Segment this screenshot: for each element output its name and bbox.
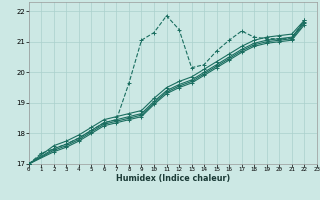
- X-axis label: Humidex (Indice chaleur): Humidex (Indice chaleur): [116, 174, 230, 183]
